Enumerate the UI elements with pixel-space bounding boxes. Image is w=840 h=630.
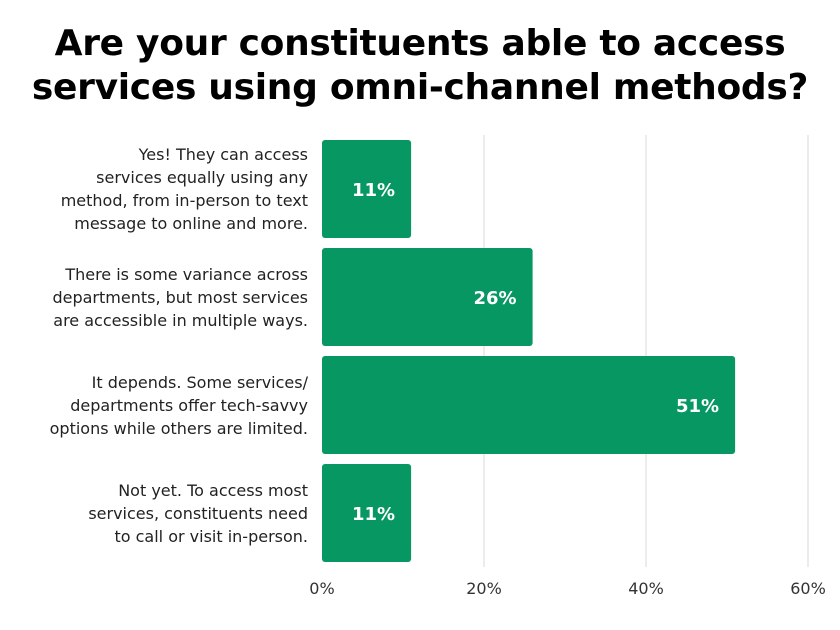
bar [322,464,412,562]
category-label-line: services equally using any [96,168,308,187]
x-tick-label: 0% [309,579,334,598]
x-tick-label: 40% [628,579,664,598]
bar-value-label: 26% [474,288,517,309]
category-label: It depends. Some services/departments of… [8,371,308,440]
category-label-line: It depends. Some services/ [91,372,308,392]
category-label-line: are accessible in multiple ways. [53,310,308,330]
chart-title-line-2: services using omni-channel methods? [31,67,809,108]
x-tick-label: 60% [790,579,826,598]
chart-title-line-1: Are your constituents able to access [54,23,786,64]
x-tick-label: 20% [466,579,502,598]
bar [322,248,533,346]
bar-value-label: 11% [352,180,395,201]
category-label-line: departments, but most services [52,287,308,307]
category-label: Yes! They can access services equally usi… [8,143,308,235]
bar [322,356,736,454]
bar [322,140,412,238]
category-label: There is some variance across departments… [8,263,308,332]
category-label-line: services, constituents need [88,503,308,523]
chart-title: Are your constituents able to access ser… [0,22,840,110]
category-label-line: method, from in-person to text [60,191,308,210]
category-label-line: options while others are limited. [49,418,308,438]
bar-value-label: 11% [352,504,395,525]
category-label-line: Not yet. To access most [118,480,308,500]
category-label-line: There is some variance across [65,264,308,284]
category-label-line: message to online and more. [74,214,308,233]
bar-value-label: 51% [676,396,719,417]
category-label-line: departments offer tech-savvy [70,395,308,415]
category-label: Not yet. To access most services, constit… [8,479,308,548]
category-label-line: Yes! They can access [138,145,308,164]
category-label-line: to call or visit in-person. [114,526,308,546]
